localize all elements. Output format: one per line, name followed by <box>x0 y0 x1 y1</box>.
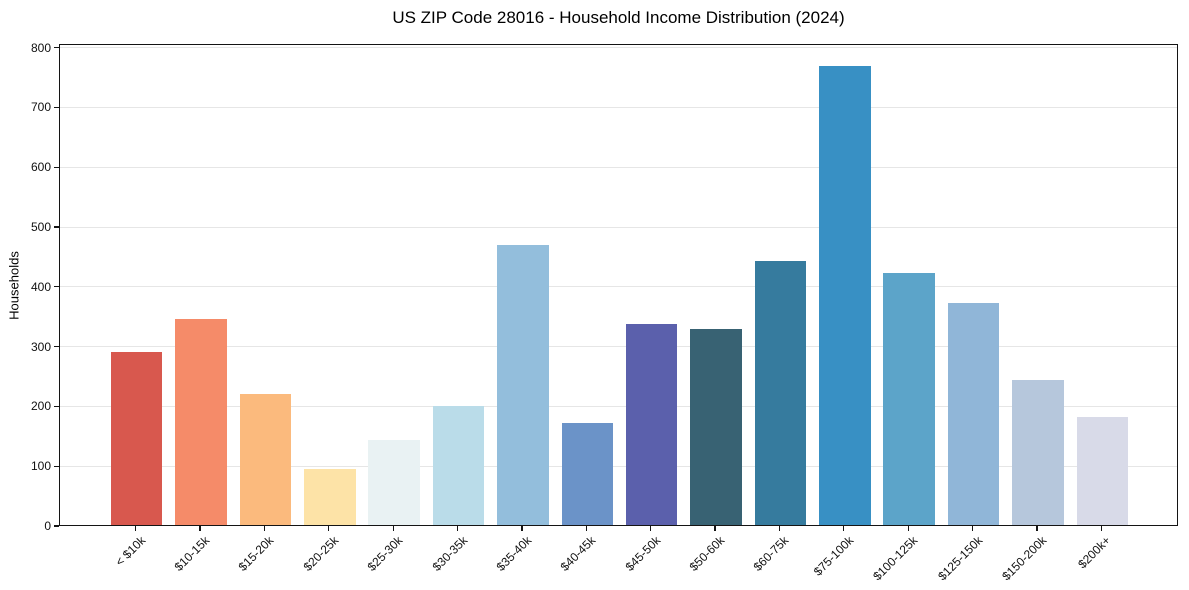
bar-$125-150k <box>947 302 1000 525</box>
bar-$45-50k <box>625 324 678 525</box>
gridline-500 <box>60 226 1177 228</box>
y-tick-mark-600 <box>54 166 59 168</box>
x-tick-mark-$35-40k <box>521 526 523 531</box>
y-tick-label-700: 700 <box>30 100 51 115</box>
gridline-600 <box>60 166 1177 168</box>
bar-$40-45k <box>561 422 614 525</box>
bar-$50-60k <box>690 329 742 525</box>
bar-$20-25k <box>304 469 356 525</box>
plot-area <box>59 44 1178 526</box>
y-tick-label-100: 100 <box>30 459 51 474</box>
x-tick-mark-$200k+ <box>1100 526 1102 531</box>
gridline-800 <box>60 47 1177 49</box>
y-tick-mark-300 <box>54 345 59 348</box>
x-tick-mark-$60-75k <box>778 526 781 531</box>
x-tick-mark-$45-50k <box>650 526 652 531</box>
x-tick-mark-< $10k <box>135 526 137 531</box>
y-tick-mark-400 <box>54 286 59 288</box>
bar-< $10k <box>110 352 163 525</box>
y-tick-label-600: 600 <box>30 160 51 175</box>
x-tick-mark-$50-60k <box>714 526 716 531</box>
y-tick-mark-500 <box>54 226 59 228</box>
x-tick-mark-$75-100k <box>843 526 845 531</box>
y-tick-mark-200 <box>54 405 59 407</box>
y-tick-label-800: 800 <box>30 40 51 55</box>
y-tick-label-0: 0 <box>44 519 51 533</box>
gridline-400 <box>60 286 1177 288</box>
bar-$10-15k <box>175 318 227 525</box>
y-tick-label-200: 200 <box>30 399 51 414</box>
bar-$15-20k <box>239 394 292 525</box>
bar-$30-35k <box>432 406 485 525</box>
gridline-100 <box>60 465 1177 467</box>
bar-$60-75k <box>754 261 807 525</box>
bar-$150-200k <box>1012 380 1064 525</box>
gridline-200 <box>60 406 1177 408</box>
gridline-700 <box>60 107 1177 109</box>
chart-title: US ZIP Code 28016 - Household Income Dis… <box>392 8 845 27</box>
bar-$200k+ <box>1076 416 1129 525</box>
gridline-300 <box>60 346 1177 348</box>
x-tick-mark-$15-20k <box>263 526 265 531</box>
y-tick-label-300: 300 <box>30 339 51 354</box>
x-tick-label-< $10k: < $10k <box>112 533 148 569</box>
y-tick-mark-0 <box>54 525 59 527</box>
bar-$25-30k <box>368 440 420 525</box>
x-tick-mark-$100-125k <box>907 526 909 531</box>
x-tick-mark-$10-15k <box>199 526 201 531</box>
x-tick-mark-$25-30k <box>392 526 394 531</box>
x-tick-mark-$20-25k <box>328 526 330 531</box>
x-tick-mark-$40-45k <box>585 526 587 531</box>
y-tick-mark-700 <box>54 106 59 108</box>
x-tick-mark-$150-200k <box>1036 526 1038 531</box>
y-tick-mark-800 <box>54 46 59 49</box>
y-tick-mark-100 <box>54 465 59 467</box>
bar-$75-100k <box>819 65 871 525</box>
y-tick-label-400: 400 <box>30 279 51 294</box>
y-tick-label-500: 500 <box>30 219 51 234</box>
x-tick-mark-$30-35k <box>456 526 459 531</box>
bar-$100-125k <box>883 273 935 525</box>
x-tick-mark-$125-150k <box>972 526 974 531</box>
bar-$35-40k <box>497 245 549 525</box>
